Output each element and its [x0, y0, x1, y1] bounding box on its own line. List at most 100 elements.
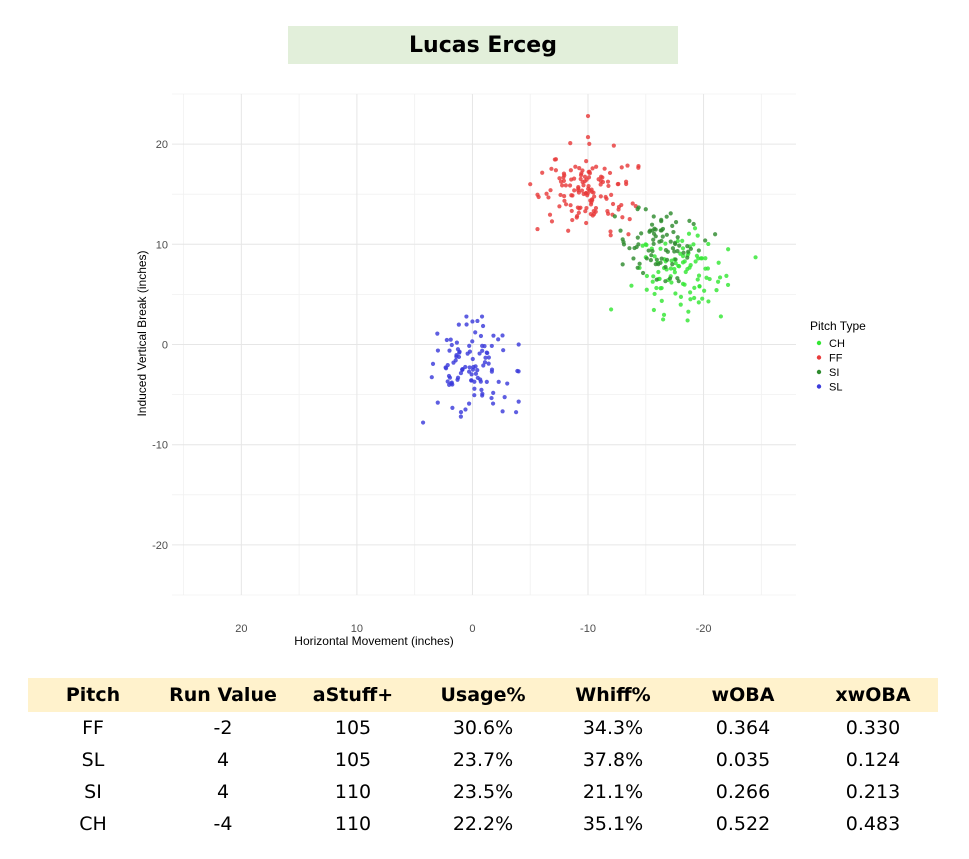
- cell: 22.2%: [452, 813, 514, 835]
- cell: 110: [334, 781, 372, 803]
- data-point-ch: [643, 242, 648, 247]
- data-point-ff: [590, 213, 595, 218]
- data-point-ch: [706, 299, 711, 304]
- col-whiff: Whiff%: [548, 678, 678, 712]
- data-point-ff: [627, 217, 632, 222]
- data-point-ch: [691, 242, 696, 247]
- data-point-ff: [583, 190, 589, 196]
- data-point-ch: [696, 273, 702, 278]
- cell: 105: [334, 749, 372, 771]
- data-point-ch: [659, 298, 664, 303]
- data-point-ff: [598, 194, 603, 199]
- data-point-ff: [547, 212, 553, 217]
- data-point-si: [664, 232, 669, 237]
- data-point-ch: [705, 266, 711, 271]
- data-point-sl: [473, 330, 478, 335]
- data-point-si: [663, 248, 669, 253]
- data-point-sl: [454, 353, 459, 358]
- data-point-ff: [610, 201, 616, 207]
- data-point-ff: [620, 215, 625, 220]
- data-point-si: [649, 253, 654, 258]
- data-point-sl: [478, 377, 483, 382]
- data-point-ff: [572, 176, 577, 181]
- data-point-ch: [651, 307, 656, 313]
- data-point-ff: [553, 157, 559, 162]
- data-point-si: [627, 246, 632, 251]
- data-point-si: [653, 262, 658, 267]
- data-point-sl: [496, 379, 501, 384]
- cell: -4: [213, 813, 233, 835]
- cell: 0.035: [715, 749, 771, 771]
- data-point-ch: [680, 260, 686, 265]
- data-point-ff: [623, 179, 629, 184]
- data-point-si: [675, 235, 680, 240]
- data-point-sl: [480, 393, 485, 398]
- data-point-ch: [678, 302, 683, 307]
- data-point-si: [651, 241, 656, 246]
- x-tick-label: 20: [235, 623, 247, 635]
- cell: 23.5%: [452, 781, 514, 803]
- data-point-ch: [686, 231, 692, 236]
- col-pitch: Pitch: [28, 678, 158, 712]
- legend: Pitch Type CH FF SI SL: [810, 319, 866, 394]
- data-point-ch: [695, 277, 700, 282]
- data-point-si: [636, 242, 641, 247]
- data-point-ff: [558, 179, 564, 184]
- data-point-ff: [593, 205, 599, 211]
- legend-title: Pitch Type: [810, 319, 866, 333]
- data-point-si: [713, 232, 718, 237]
- cell: 4: [216, 781, 230, 803]
- data-point-sl: [500, 409, 505, 414]
- data-point-si: [631, 256, 636, 261]
- cell: 21.1%: [582, 781, 644, 803]
- cell: CH: [79, 813, 107, 835]
- data-point-sl: [454, 340, 459, 345]
- data-point-sl: [467, 365, 472, 370]
- data-point-sl: [482, 360, 488, 365]
- data-point-si: [651, 237, 656, 242]
- cell: 110: [334, 813, 372, 835]
- data-point-ch: [680, 238, 685, 243]
- data-point-ff: [569, 208, 574, 214]
- data-point-sl: [484, 350, 489, 355]
- data-point-ch: [651, 274, 656, 279]
- data-point-sl: [473, 371, 479, 376]
- data-point-ch: [724, 273, 729, 278]
- data-point-sl: [475, 318, 480, 324]
- movement-scatter-plot: 20 10 0 -10 -20 20 10 0 -10 -20 Horizontal Movemen…: [135, 93, 866, 648]
- data-point-si: [672, 249, 677, 254]
- data-point-sl: [479, 314, 485, 319]
- data-point-sl: [486, 355, 491, 360]
- data-point-sl: [467, 369, 472, 374]
- data-point-sl: [470, 356, 475, 362]
- data-point-ff: [558, 192, 563, 198]
- data-point-sl: [455, 375, 461, 380]
- data-point-ff: [570, 217, 575, 223]
- data-point-si: [659, 219, 664, 224]
- data-point-sl: [486, 361, 491, 366]
- data-point-ff: [579, 171, 584, 176]
- data-point-ch: [688, 297, 693, 302]
- cell: 34.3%: [582, 717, 644, 739]
- data-point-ff: [546, 195, 551, 200]
- x-tick-label: -20: [696, 623, 712, 635]
- data-point-sl: [447, 348, 452, 353]
- data-point-si: [618, 228, 623, 233]
- data-point-si: [671, 229, 676, 235]
- data-point-ff: [606, 211, 611, 216]
- data-point-si: [664, 214, 669, 219]
- gridlines: [172, 93, 796, 596]
- data-point-ff: [598, 174, 604, 179]
- legend-label-ch: CH: [829, 338, 845, 350]
- col-usage: Usage%: [418, 678, 548, 712]
- data-point-sl: [501, 348, 506, 353]
- data-point-ch: [659, 285, 664, 291]
- data-point-si: [691, 221, 696, 227]
- cell: 105: [334, 717, 372, 739]
- data-point-sl: [502, 395, 507, 400]
- legend-label-si: SI: [829, 367, 839, 379]
- table-header-row: Pitch Run Value aStuff+ Usage% Whiff% wO…: [28, 678, 938, 712]
- data-point-sl: [450, 405, 455, 410]
- data-point-ff: [615, 182, 620, 187]
- x-tick-label: 0: [469, 623, 475, 635]
